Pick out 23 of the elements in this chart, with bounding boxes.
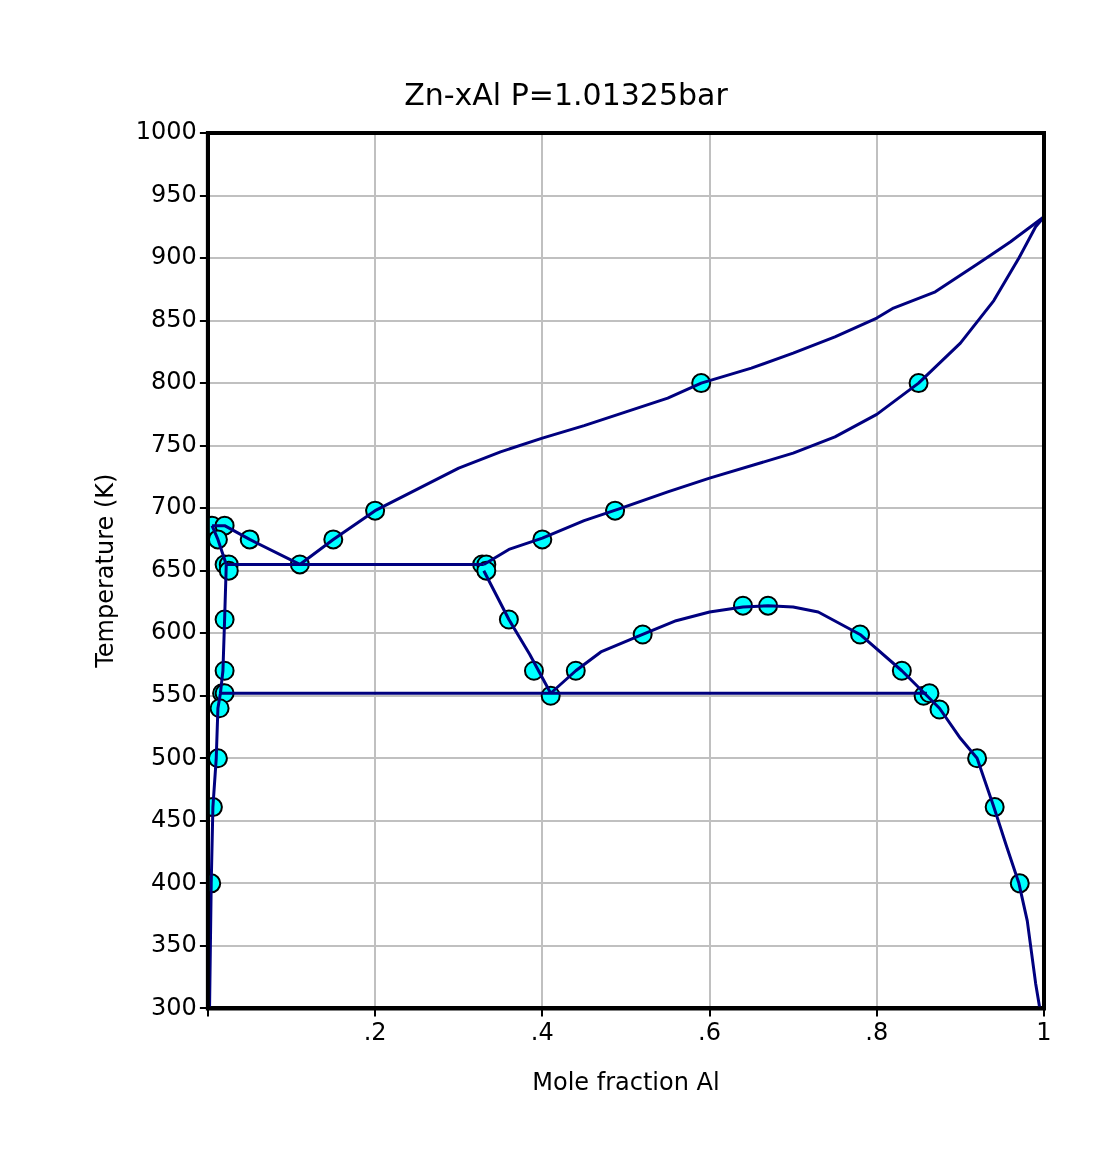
- y-tick-label: 400: [151, 867, 197, 896]
- x-tick-label: .4: [530, 1018, 554, 1047]
- x-tick-label: .8: [865, 1018, 889, 1047]
- y-tick-label: 500: [151, 742, 197, 771]
- y-axis-title: Temperature (K): [90, 473, 119, 669]
- x-tick-label: 1: [1036, 1018, 1052, 1047]
- y-tick-label: 650: [151, 554, 197, 583]
- x-tick-label: .2: [363, 1018, 387, 1047]
- y-tick-label: 900: [151, 242, 197, 271]
- y-tick-label: 850: [151, 304, 197, 333]
- y-tick-label: 550: [151, 679, 197, 708]
- y-tick-label: 1000: [135, 117, 197, 146]
- y-tick-label: 300: [151, 992, 197, 1021]
- x-tick-label: .6: [698, 1018, 721, 1047]
- y-tick-label: 600: [151, 617, 197, 646]
- y-tick-label: 350: [151, 930, 197, 959]
- y-tick-label: 800: [151, 367, 197, 396]
- y-tick-label: 700: [151, 492, 197, 521]
- chart-title: Zn-xAl P=1.01325bar: [404, 76, 729, 112]
- y-tick-label: 450: [151, 805, 197, 834]
- y-tick-label: 750: [151, 429, 197, 458]
- x-axis-title: Mole fraction Al: [532, 1067, 720, 1096]
- y-tick-label: 950: [151, 179, 197, 208]
